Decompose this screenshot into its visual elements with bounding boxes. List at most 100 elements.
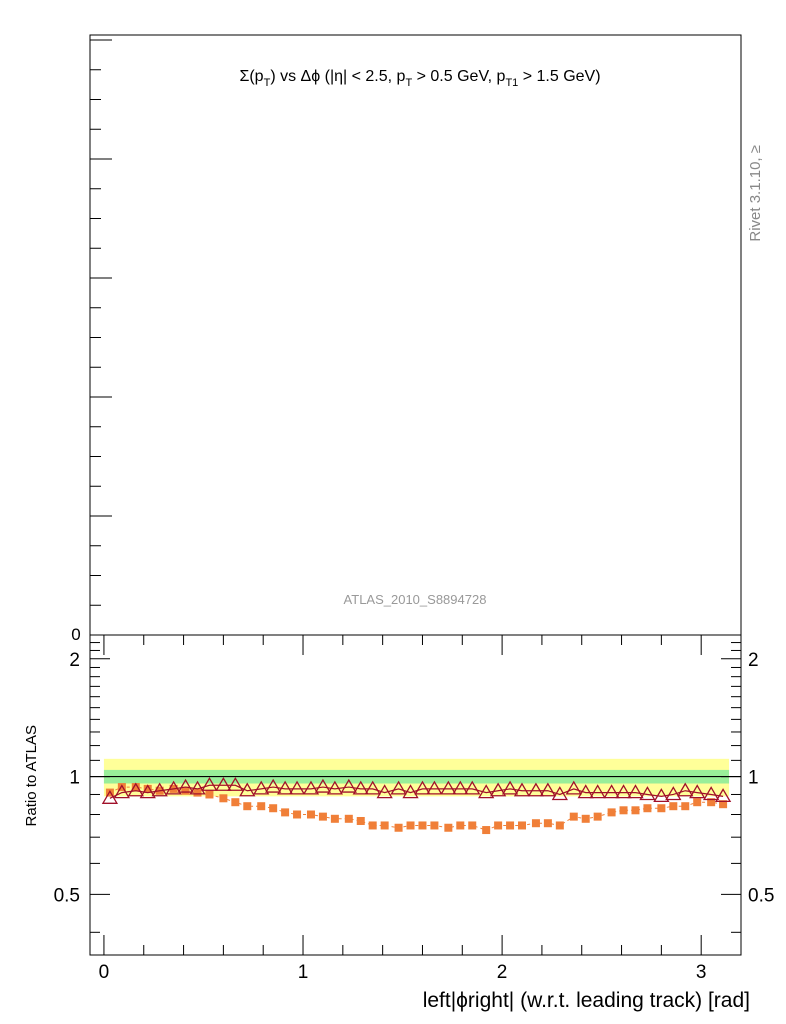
top-panel-y-ticks — [90, 39, 112, 606]
data-point-triangle — [489, 782, 507, 797]
data-point-square — [707, 798, 716, 807]
data-point-square — [380, 821, 389, 830]
data-point-square — [330, 814, 339, 823]
data-point-triangle — [215, 776, 232, 791]
data-point-square — [368, 821, 377, 830]
data-point-triangle — [714, 788, 732, 803]
data-point-triangle — [627, 784, 644, 799]
data-point-triangle — [302, 780, 320, 795]
top-panel-title: Σ(pT) vs Δϕ (|η| < 2.5, pT > 0.5 GeV, pT… — [239, 68, 600, 89]
data-point-square — [406, 821, 415, 830]
y-tick-label-right: 2 — [748, 650, 759, 671]
data-point-square — [293, 810, 302, 819]
data-point-square — [257, 802, 266, 811]
title-sub-t: T — [264, 77, 271, 89]
data-point-square — [643, 804, 652, 813]
data-point-triangle — [426, 780, 443, 795]
data-point-square — [719, 800, 728, 809]
title-part-mid2: > 0.5 GeV, p — [412, 68, 505, 85]
data-point-square — [518, 821, 527, 830]
data-point-square — [131, 783, 140, 792]
series-darkred-line — [109, 784, 724, 799]
data-point-triangle — [276, 780, 294, 795]
x-tick-label: 1 — [298, 962, 309, 983]
data-point-square — [231, 798, 240, 807]
data-point-square — [631, 806, 640, 815]
title-part-sigma: Σ(p — [239, 68, 263, 85]
data-point-square — [219, 794, 228, 803]
y-axis-label: Ratio to ATLAS — [23, 725, 40, 826]
data-point-triangle — [639, 786, 656, 801]
data-point-triangle — [352, 780, 369, 795]
title-sub-t1: T1 — [505, 77, 518, 89]
data-point-triangle — [288, 780, 306, 795]
data-point-square — [394, 823, 403, 832]
top-panel: 0 Σ(pT) vs Δϕ (|η| < 2.5, pT > 0.5 GeV, … — [71, 34, 742, 640]
title-sub-t2: T — [405, 77, 412, 89]
data-point-triangle — [340, 778, 357, 793]
series-darkred-triangles — [101, 776, 732, 804]
x-tick-label: 0 — [99, 962, 110, 983]
data-point-square — [482, 826, 491, 835]
data-point-triangle — [227, 776, 244, 791]
data-point-triangle — [414, 780, 431, 795]
data-point-square — [444, 823, 453, 832]
data-point-square — [555, 821, 564, 830]
data-point-square — [456, 821, 465, 830]
x-tick-label: 3 — [696, 962, 707, 983]
analysis-watermark: ATLAS_2010_S8894728 — [344, 592, 487, 607]
data-point-triangle — [390, 780, 407, 795]
data-point-triangle — [478, 784, 495, 799]
data-point-triangle — [402, 784, 419, 799]
data-point-triangle — [513, 782, 531, 797]
ratio-panel-ticks — [90, 635, 741, 955]
data-point-square — [607, 808, 616, 817]
data-point-triangle — [603, 784, 620, 799]
data-point-triangle — [253, 780, 270, 795]
data-point-triangle — [165, 780, 182, 795]
data-point-square — [543, 819, 552, 828]
data-point-square — [593, 812, 602, 821]
data-point-triangle — [527, 782, 545, 797]
data-point-square — [581, 814, 590, 823]
data-point-square — [569, 812, 578, 821]
data-point-triangle — [577, 784, 594, 799]
data-point-triangle — [326, 780, 344, 795]
data-point-triangle — [440, 780, 457, 795]
data-point-triangle — [689, 784, 706, 799]
data-point-triangle — [703, 786, 720, 801]
data-point-triangle — [265, 778, 282, 793]
data-point-square — [281, 808, 290, 817]
data-point-triangle — [376, 784, 393, 799]
data-point-square — [619, 806, 628, 815]
data-point-square — [681, 802, 690, 811]
x-axis-label: left|ϕright| (w.r.t. leading track) [rad… — [423, 989, 750, 1012]
data-point-triangle — [189, 780, 206, 795]
data-point-triangle — [151, 782, 168, 797]
top-panel-frame — [89, 34, 742, 636]
data-point-triangle — [314, 778, 332, 793]
data-point-square — [531, 819, 540, 828]
data-point-square — [356, 816, 365, 825]
data-point-square — [193, 788, 202, 797]
data-point-triangle — [551, 786, 568, 801]
data-point-square — [143, 784, 152, 793]
ratio-panel: 0 1 2 3 0.5 0.5 1 1 2 2 Ratio to ATLAS left|ϕrigh… — [23, 634, 774, 1012]
data-point-triangle — [501, 780, 519, 795]
data-point-triangle — [177, 778, 194, 793]
data-point-square — [693, 798, 702, 807]
data-point-square — [117, 783, 126, 792]
data-point-triangle — [452, 780, 469, 795]
data-point-square — [468, 821, 477, 830]
data-point-triangle — [615, 784, 632, 799]
data-point-square — [105, 788, 114, 797]
x-tick-label: 2 — [497, 962, 508, 983]
title-part-end: > 1.5 GeV) — [518, 68, 600, 85]
data-point-square — [418, 821, 427, 830]
rivet-version-label: Rivet 3.1.10, ≥ — [747, 145, 764, 242]
data-point-square — [430, 821, 439, 830]
data-point-square — [657, 804, 666, 813]
data-point-square — [306, 810, 315, 819]
data-point-square — [269, 804, 278, 813]
